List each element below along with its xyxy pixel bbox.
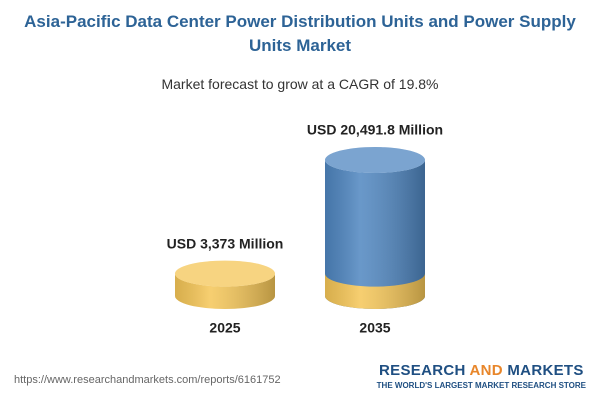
chart: USD 3,373 Million 2025 USD 20,491.8 Millio… <box>167 122 443 336</box>
cylinder-top-highlight <box>325 147 425 173</box>
logo: RESEARCH AND MARKETS THE WORLD'S LARGEST… <box>377 362 586 390</box>
logo-word: AND <box>469 362 503 379</box>
chart-subtitle: Market forecast to grow at a CAGR of 19.… <box>161 76 439 92</box>
cylinder-shade <box>325 273 425 309</box>
x-tick-label: 2025 <box>209 320 240 336</box>
cylinder-top <box>325 147 425 173</box>
logo-tagline: THE WORLD'S LARGEST MARKET RESEARCH STOR… <box>376 381 586 390</box>
value-label: USD 3,373 Million <box>167 235 284 251</box>
source-url[interactable]: https://www.researchandmarkets.com/repor… <box>14 374 281 386</box>
cylinder-top-highlight <box>175 260 275 287</box>
value-label: USD 20,491.8 Million <box>307 122 443 138</box>
x-tick-label: 2035 <box>359 320 390 336</box>
cylinder-top <box>175 260 275 287</box>
logo-word: MARKETS <box>507 362 584 379</box>
logo-word: RESEARCH <box>379 362 466 379</box>
chart-title: Asia-Pacific Data Center Power Distribut… <box>24 12 576 55</box>
cylinder-shade <box>175 273 275 309</box>
cylinder-shade <box>325 160 425 309</box>
